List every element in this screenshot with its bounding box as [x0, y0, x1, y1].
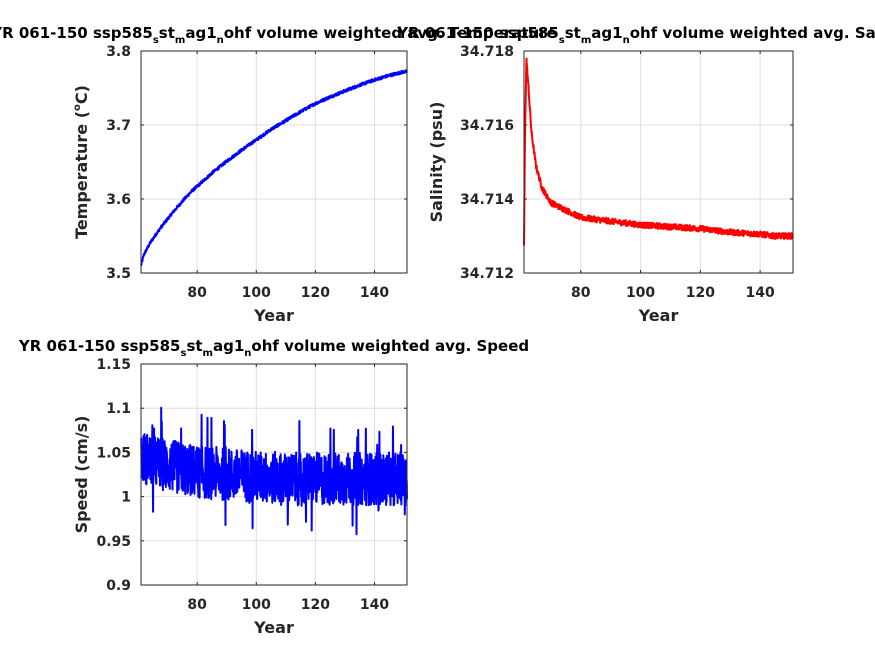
x-tick-label: 100 — [242, 597, 271, 613]
x-tick-label: 140 — [360, 285, 389, 301]
x-axis-label: Year — [253, 306, 294, 325]
x-tick-label: 120 — [301, 285, 330, 301]
y-axis-label: Speed (cm/s) — [72, 416, 91, 534]
x-tick-label: 120 — [301, 597, 330, 613]
x-tick-label: 80 — [571, 285, 591, 301]
x-tick-label: 80 — [187, 285, 207, 301]
axes-frame — [523, 50, 794, 274]
y-axis-label: Salinity (psu) — [427, 102, 446, 223]
chart-3: 80 100 120 140 0.9 0.95 1 1.05 1.1 1.15 Year Speed … — [18, 337, 529, 637]
y-tick-label: 3.6 — [106, 192, 131, 208]
plot-area — [141, 51, 407, 273]
y-tick-label: 34.712 — [460, 266, 514, 282]
x-tick-label: 120 — [686, 285, 715, 301]
y-tick-label: 34.718 — [460, 44, 514, 60]
y-tick-label: 1.1 — [106, 401, 131, 417]
x-axis-label: Year — [253, 618, 294, 637]
plot-area — [524, 51, 793, 273]
series-line — [523, 57, 794, 246]
axes-frame — [140, 50, 408, 274]
y-tick-label: 3.5 — [106, 266, 131, 282]
x-tick-label: 100 — [242, 285, 271, 301]
series-line — [140, 69, 408, 267]
x-axis-label: Year — [638, 306, 679, 325]
chart-title: YR 061-150 ssp585sstmag1nohf volume weig… — [0, 24, 557, 46]
y-tick-label: 1 — [121, 490, 131, 506]
y-tick-label: 1.15 — [96, 357, 131, 373]
y-tick-label: 0.95 — [96, 534, 131, 550]
y-tick-label: 3.7 — [106, 118, 131, 134]
y-tick-label: 0.9 — [106, 578, 131, 594]
x-tick-label: 140 — [746, 285, 775, 301]
chart-title: YR 061-150 ssp585sstmag1nohf volume weig… — [18, 337, 529, 359]
y-tick-label: 1.05 — [96, 445, 131, 461]
x-tick-label: 100 — [626, 285, 655, 301]
x-tick-label: 140 — [360, 597, 389, 613]
x-tick-label: 80 — [187, 597, 207, 613]
chart-title: YR 061-150 ssp585sstmag1nohf volume weig… — [396, 24, 875, 46]
y-tick-label: 34.716 — [460, 118, 514, 134]
y-tick-label: 34.714 — [460, 192, 514, 208]
chart-2: 80 100 120 140 34.712 34.714 34.716 34.718 Year S… — [396, 24, 875, 325]
series-line — [140, 406, 408, 536]
y-tick-label: 3.8 — [106, 44, 131, 60]
chart-1: 80 100 120 140 3.5 3.6 3.7 3.8 Year Temperature (… — [0, 24, 557, 325]
y-axis-label: Temperature (oC) — [72, 85, 91, 239]
axes-frame — [140, 363, 408, 586]
